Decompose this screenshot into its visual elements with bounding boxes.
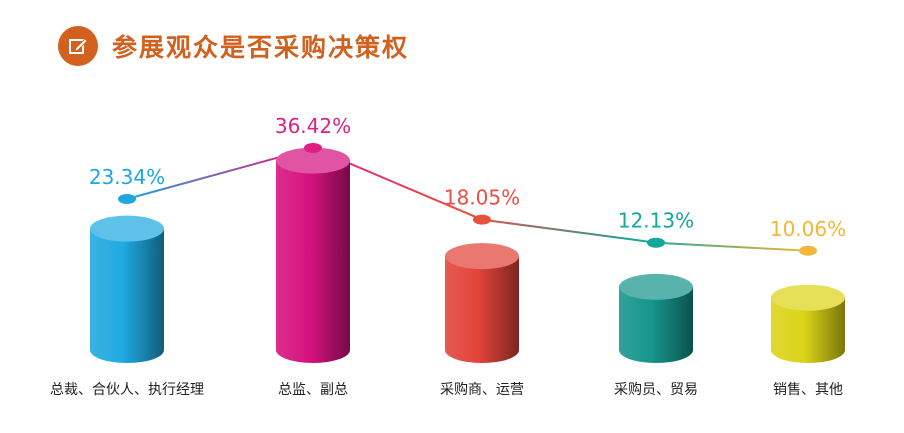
- edit-icon: [58, 26, 98, 66]
- bars: [90, 147, 845, 363]
- bar-top: [90, 215, 164, 242]
- trend-point: [799, 245, 817, 256]
- category-label: 采购商、运营: [440, 382, 524, 398]
- data-label: 18.05%: [444, 186, 520, 210]
- bar: [771, 284, 845, 363]
- trend-points: [118, 142, 817, 256]
- trend-point: [304, 142, 322, 153]
- data-label: 36.42%: [275, 114, 351, 138]
- bar-top: [445, 243, 519, 270]
- bar: [619, 273, 693, 363]
- trend-point: [473, 214, 491, 225]
- trend-point: [647, 237, 665, 248]
- category-labels: 总裁、合伙人、执行经理 总监、副总 采购商、运营 采购员、贸易 销售、其他: [50, 382, 843, 398]
- bar-body: [771, 297, 845, 363]
- category-label: 总监、副总: [278, 382, 348, 398]
- chart-header: 参展观众是否采购决策权: [58, 24, 409, 68]
- bar-top: [771, 284, 845, 311]
- bar-top: [276, 147, 350, 174]
- value-labels: 23.34% 36.42% 18.05% 12.13% 10.06%: [89, 114, 846, 241]
- bar: [445, 243, 519, 363]
- bar-body: [619, 286, 693, 363]
- bar-body: [90, 228, 164, 363]
- trend-point: [118, 193, 136, 204]
- bar: [90, 215, 164, 363]
- bar: [276, 147, 350, 363]
- bar-top: [619, 273, 693, 300]
- chart-title: 参展观众是否采购决策权: [112, 33, 410, 62]
- bar-body: [276, 160, 350, 363]
- data-label: 10.06%: [770, 217, 846, 241]
- data-label: 23.34%: [89, 165, 165, 189]
- bar-body: [445, 256, 519, 363]
- category-label: 采购员、贸易: [614, 382, 698, 398]
- category-label: 销售、其他: [773, 382, 843, 398]
- data-label: 12.13%: [618, 209, 694, 233]
- category-label: 总裁、合伙人、执行经理: [50, 382, 204, 398]
